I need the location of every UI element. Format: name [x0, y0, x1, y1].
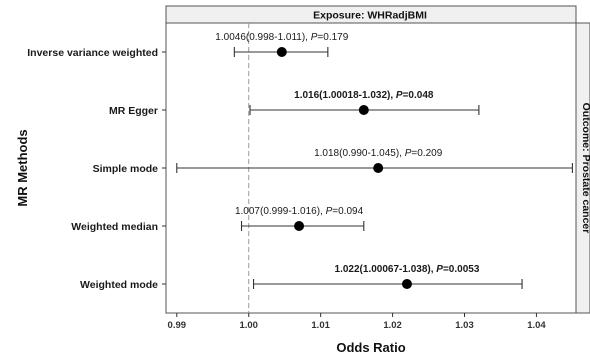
- estimate-label: 1.022(1.00067-1.038), P=0.0053: [335, 264, 480, 275]
- method-label: Weighted median: [71, 221, 158, 233]
- forest-row: MR Egger 1.016(1.00018-1.032), P=0.048: [109, 90, 480, 117]
- point-estimate: [373, 163, 384, 173]
- point-estimate: [294, 221, 305, 231]
- estimate-label: 1.016(1.00018-1.032), P=0.048: [294, 90, 434, 101]
- panel-title: Exposure: WHRadjBMI: [313, 10, 427, 22]
- estimate-label: 1.0046(0.998-1.011), P=0.179: [215, 32, 348, 43]
- x-tick-label: 0.99: [168, 320, 187, 331]
- forest-row: Inverse variance weighted 1.0046(0.998-1.…: [27, 32, 348, 59]
- strip-label: Outcome: Prostate cancer: [580, 103, 590, 234]
- method-label: Inverse variance weighted: [27, 47, 158, 59]
- estimate-label: 1.007(0.999-1.016), P=0.094: [235, 206, 364, 217]
- y-axis-label: MR Methods: [15, 129, 30, 206]
- x-tick-label: 1.03: [455, 320, 474, 331]
- forest-row: Simple mode 1.018(0.990-1.045), P=0.209: [93, 148, 573, 175]
- x-tick-label: 1.04: [527, 320, 546, 331]
- method-label: Weighted mode: [80, 279, 158, 291]
- x-tick-label: 1.02: [383, 320, 402, 331]
- point-estimate: [401, 279, 412, 289]
- method-label: MR Egger: [109, 105, 158, 117]
- x-tick-label: 1.01: [311, 320, 330, 331]
- x-axis-label: Odds Ratio: [336, 340, 405, 355]
- forest-row: Weighted median 1.007(0.999-1.016), P=0.0…: [71, 206, 365, 233]
- estimate-label: 1.018(0.990-1.045), P=0.209: [314, 148, 443, 159]
- forest-row: Weighted mode 1.022(1.00067-1.038), P=0.0…: [80, 264, 523, 291]
- method-label: Simple mode: [93, 163, 159, 175]
- x-tick-label: 1.00: [239, 320, 258, 331]
- point-estimate: [276, 47, 287, 57]
- point-estimate: [358, 105, 369, 115]
- side-strip: [575, 22, 590, 314]
